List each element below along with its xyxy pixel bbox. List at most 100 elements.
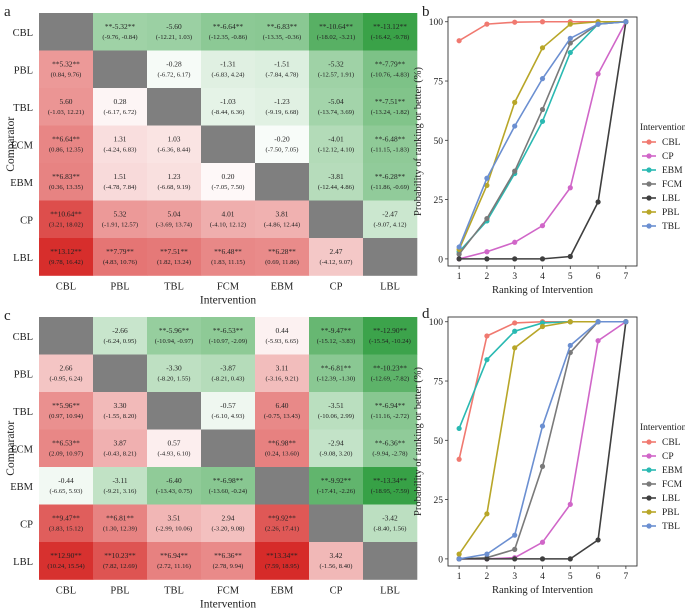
line-panel-b: b 0 25 50 75 100 1 2 3 4 5 6 7 Ranking of Interventio… <box>413 4 685 296</box>
cell-ci-label: (-3.69, 13.74) <box>156 221 192 228</box>
heat-cell <box>255 354 310 393</box>
cell-ci-label: (-12.57, 1.91) <box>318 71 354 78</box>
cell-value-label: **-5.96** <box>159 326 189 335</box>
heat-cell <box>201 163 256 201</box>
cell-value-label: 5.32 <box>114 209 127 218</box>
cell-ci-label: (4.83, 10.76) <box>103 259 137 266</box>
row-tick-label: CP <box>20 519 33 530</box>
heat-cell <box>39 163 94 201</box>
cell-value-label: -2.66 <box>112 326 128 335</box>
cell-value-label: **-10.23** <box>373 363 407 372</box>
column-tick-label: EBM <box>271 586 294 597</box>
data-point-cp <box>512 239 518 245</box>
heat-cell <box>93 354 148 393</box>
cell-ci-label: (-10.06, 2.99) <box>318 413 354 420</box>
cell-ci-label: (-13.74, 3.69) <box>318 109 354 116</box>
cell-value-label: 2.66 <box>60 363 73 372</box>
data-point-cbl <box>512 320 518 326</box>
cell-ci-label: (-13.43, 0.75) <box>156 488 192 495</box>
cell-value-label: 3.30 <box>114 401 127 410</box>
column-tick-label: CBL <box>56 586 76 597</box>
cell-value-label: 1.51 <box>114 172 127 181</box>
cell-ci-label: (-10.76, -4.83) <box>371 71 409 78</box>
legend-label: LBL <box>662 494 680 504</box>
cell-ci-label: (-18.95, -7.59) <box>371 488 409 495</box>
cell-value-label: 0.20 <box>222 172 235 181</box>
x-tick-label: 3 <box>512 272 517 282</box>
line-panel-d: d 0 25 50 75 100 1 2 3 4 5 6 7 Ranking of Interventio… <box>413 306 685 596</box>
cell-value-label: -2.94 <box>328 438 344 447</box>
cell-ci-label: (-8.20, 1.55) <box>158 375 191 382</box>
cell-value-label: **-7.51** <box>375 97 405 106</box>
data-point-cbl <box>484 333 490 339</box>
heat-cell <box>309 125 364 164</box>
heat-cell <box>147 504 202 543</box>
heat-cell <box>309 163 364 201</box>
cell-value-label: -4.01 <box>328 134 344 143</box>
cell-value-label: **10.23** <box>104 551 136 560</box>
heat-cell <box>39 200 94 239</box>
cell-value-label: -5.32 <box>328 59 344 68</box>
data-point-pbl <box>567 319 573 325</box>
cell-ci-label: (-4.10, 12.12) <box>210 221 246 228</box>
y-axis-title: Comparator <box>5 117 17 172</box>
row-tick-label: CBL <box>13 332 33 343</box>
cell-ci-label: (-9.76, -0.84) <box>102 34 137 41</box>
cell-value-label: -3.87 <box>220 363 236 372</box>
data-point-pbl <box>539 323 546 330</box>
heat-cell <box>309 542 364 580</box>
legend-swatch-marker <box>646 467 652 473</box>
heat-cell <box>363 88 418 126</box>
cell-ci-label: (-6.24, 0.95) <box>104 338 137 345</box>
cell-ci-label: (-1.56, 8.40) <box>320 563 353 570</box>
heat-cell <box>201 125 256 164</box>
cell-value-label: -6.40 <box>166 476 182 485</box>
x-tick-label: 4 <box>540 572 545 582</box>
cell-value-label: -0.20 <box>274 134 290 143</box>
heat-cell <box>39 392 94 430</box>
heat-cell <box>93 317 148 355</box>
cell-ci-label: (-15.12, -3.83) <box>317 338 355 345</box>
cell-value-label: 3.87 <box>114 438 127 447</box>
heat-cell <box>93 163 148 201</box>
cell-value-label: -3.11 <box>112 476 127 485</box>
y-axis-title: Probability of ranking or better (%) <box>413 366 424 516</box>
data-point-tbl <box>512 532 518 538</box>
cell-ci-label: (-7.84, 4.78) <box>266 71 299 78</box>
column-tick-label: LBL <box>380 586 400 597</box>
cell-value-label: **9.92** <box>268 513 296 522</box>
cell-value-label: **6.81** <box>106 513 134 522</box>
row-tick-label: LBL <box>13 253 33 264</box>
cell-ci-label: (-8.44, 6.36) <box>212 109 245 116</box>
series-line-fcm <box>458 20 626 255</box>
heat-cell <box>309 354 364 393</box>
heat-cell <box>363 542 418 580</box>
data-point-cp <box>595 338 601 344</box>
heat-cell <box>147 542 202 580</box>
cell-ci-label: (3.21, 18.02) <box>49 221 83 228</box>
data-point-pbl <box>539 45 546 51</box>
cell-value-label: **-9.47** <box>321 326 351 335</box>
legend-swatch-marker <box>646 167 652 173</box>
cell-ci-label: (-6.17, 6.72) <box>104 109 137 116</box>
cell-value-label: **13.12** <box>50 247 82 256</box>
heat-cell <box>201 238 256 276</box>
x-axis-title: Intervention <box>200 599 256 610</box>
heat-cell <box>39 542 94 580</box>
cell-value-label: **6.94** <box>160 551 188 560</box>
cell-ci-label: (-11.86, -0.69) <box>371 184 409 191</box>
data-point-ebm <box>456 425 462 432</box>
cell-value-label: -3.42 <box>382 513 398 522</box>
cell-ci-label: (-9.07, 4.12) <box>374 221 407 228</box>
cell-ci-label: (-12.39, -1.30) <box>317 375 355 382</box>
data-point-fcm <box>539 463 546 469</box>
data-point-cp <box>595 71 601 77</box>
cell-ci-label: (-9.19, 6.68) <box>266 109 299 116</box>
x-tick-label: 7 <box>624 572 629 582</box>
legend-label: EBM <box>662 466 683 476</box>
cell-value-label: 1.23 <box>168 172 181 181</box>
heat-cell <box>147 200 202 239</box>
cell-ci-label: (-0.95, 6.24) <box>50 375 83 382</box>
cell-ci-label: (3.83, 15.12) <box>49 525 83 532</box>
